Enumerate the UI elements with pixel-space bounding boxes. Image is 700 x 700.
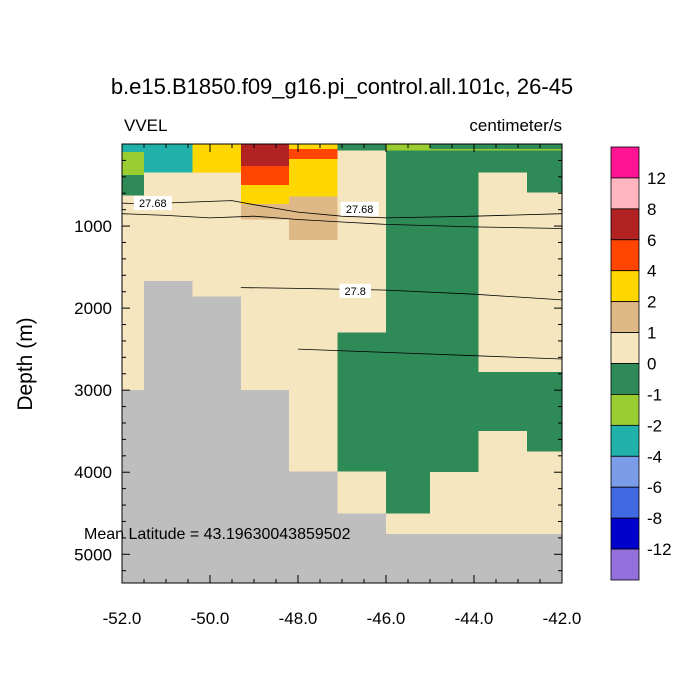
- colorbar-label-5: 1: [647, 324, 656, 343]
- heatmap-cell-1: [122, 144, 144, 153]
- colorbar-box-7: [610, 363, 640, 395]
- colorbar-box-13: [610, 548, 640, 581]
- heatmap-cell-6: [240, 144, 290, 167]
- contour-labels: 27.68 27.68 27.8: [133, 196, 379, 298]
- colorbar-box-5: [610, 301, 640, 333]
- plot-frame: [121, 143, 563, 584]
- heatmap-cell-32: [386, 533, 562, 583]
- colorbar-label-8: -2: [647, 416, 662, 435]
- heatmap-cell-4: [144, 144, 193, 173]
- heatmap-cells: [122, 144, 562, 583]
- chart-title: b.e15.B1850.f09_g16.pi_control.all.101c,…: [111, 74, 573, 99]
- x-axis-tick-labels: -52.0 -50.0 -48.0 -46.0 -44.0 -42.0: [103, 609, 582, 628]
- contour-label-box-1: [340, 201, 379, 216]
- heatmap-cell-2: [122, 152, 144, 176]
- heatmap-cell-5: [192, 144, 241, 173]
- heatmap-cell-25: [526, 431, 562, 452]
- heatmap-cell-19: [430, 150, 479, 333]
- heatmap-cell-27: [144, 281, 193, 583]
- colorbar-box-8: [610, 394, 640, 426]
- colorbar-box-10: [610, 455, 640, 488]
- contour-label-2: 27.8: [344, 286, 365, 298]
- mean-latitude-annotation: Mean Latitude = 43.19630043859502: [84, 526, 351, 543]
- colorbar-box-9: [610, 424, 640, 457]
- heatmap-cell-13: [289, 196, 338, 241]
- x-tick-label-3: -46.0: [367, 609, 406, 628]
- colorbar-label-9: -4: [647, 447, 662, 466]
- colorbar-box-3: [610, 239, 640, 272]
- contour-line-1: [121, 213, 563, 229]
- colorbar-label-1: 8: [647, 200, 656, 219]
- heatmap-cell-29: [240, 390, 290, 583]
- colorbar-label-2: 6: [647, 231, 656, 250]
- heatmap-cell-11: [289, 148, 338, 159]
- y-tick-label-4: 5000: [74, 545, 112, 564]
- x-tick-label-2: -48.0: [279, 609, 318, 628]
- heatmap-cell-20: [478, 150, 527, 173]
- colorbar-box-0: [610, 146, 640, 179]
- contour-label-box-0: [133, 196, 172, 211]
- colorbar-label-12: -12: [647, 540, 672, 559]
- y-axis-label: Depth (m): [14, 317, 37, 410]
- colorbar-labels: 12 8 6 4 2 1 0 -1 -2 -4 -6 -8 -12: [647, 169, 672, 559]
- heatmap-cell-23: [430, 332, 479, 473]
- heatmap-cell-22: [337, 332, 386, 472]
- heatmap-cell-31: [337, 513, 386, 583]
- colorbar-box-11: [610, 486, 640, 519]
- x-tick-label-5: -42.0: [543, 609, 582, 628]
- y-axis-tick-labels: 1000 2000 3000 4000 5000: [74, 217, 112, 564]
- contour-label-0: 27.68: [139, 198, 167, 210]
- colorbar: [610, 146, 640, 581]
- colorbar-label-0: 12: [647, 169, 666, 188]
- colorbar-box-2: [610, 208, 640, 241]
- heatmap-cell-8: [240, 185, 290, 204]
- isopycnal-contours: [121, 200, 563, 360]
- heatmap-cell-3: [122, 175, 144, 196]
- heatmap-cell-28: [192, 296, 241, 583]
- colorbar-label-4: 2: [647, 293, 656, 312]
- y-tick-label-0: 1000: [74, 217, 112, 236]
- heatmap-cell-18: [386, 150, 430, 514]
- heatmap-cell-30: [289, 471, 338, 583]
- heatmap-cell-17: [430, 148, 562, 151]
- heatmap-cell-12: [289, 158, 338, 197]
- colorbar-label-10: -6: [647, 478, 662, 497]
- colorbar-box-12: [610, 517, 640, 550]
- contour-line-2: [240, 287, 563, 301]
- heatmap-cell-14: [337, 144, 386, 151]
- x-tick-label-0: -52.0: [103, 609, 142, 628]
- heatmap-cell-10: [289, 144, 338, 149]
- colorbar-label-6: 0: [647, 355, 656, 374]
- heatmap-cell-26: [122, 390, 144, 583]
- colorbar-box-4: [610, 270, 640, 303]
- x-tick-label-1: -50.0: [191, 609, 230, 628]
- contour-line-3: [297, 348, 563, 360]
- units-label: centimeter/s: [469, 116, 562, 135]
- y-tick-label-2: 3000: [74, 381, 112, 400]
- heatmap-cell-24: [478, 372, 562, 432]
- colorbar-label-11: -8: [647, 509, 662, 528]
- heatmap-cell-9: [240, 203, 290, 220]
- colorbar-label-7: -1: [647, 385, 662, 404]
- variable-label: VVEL: [124, 116, 167, 135]
- colorbar-box-1: [610, 177, 640, 210]
- contour-label-box-2: [339, 283, 371, 298]
- y-tick-label-1: 2000: [74, 299, 112, 318]
- contour-line-0: [121, 200, 563, 219]
- y-tick-label-3: 4000: [74, 463, 112, 482]
- colorbar-label-3: 4: [647, 262, 656, 281]
- colorbar-box-6: [610, 332, 640, 364]
- x-tick-label-4: -44.0: [455, 609, 494, 628]
- contour-label-1: 27.68: [346, 204, 374, 216]
- heatmap-cell-7: [240, 166, 290, 186]
- heatmap-cell-21: [526, 150, 562, 193]
